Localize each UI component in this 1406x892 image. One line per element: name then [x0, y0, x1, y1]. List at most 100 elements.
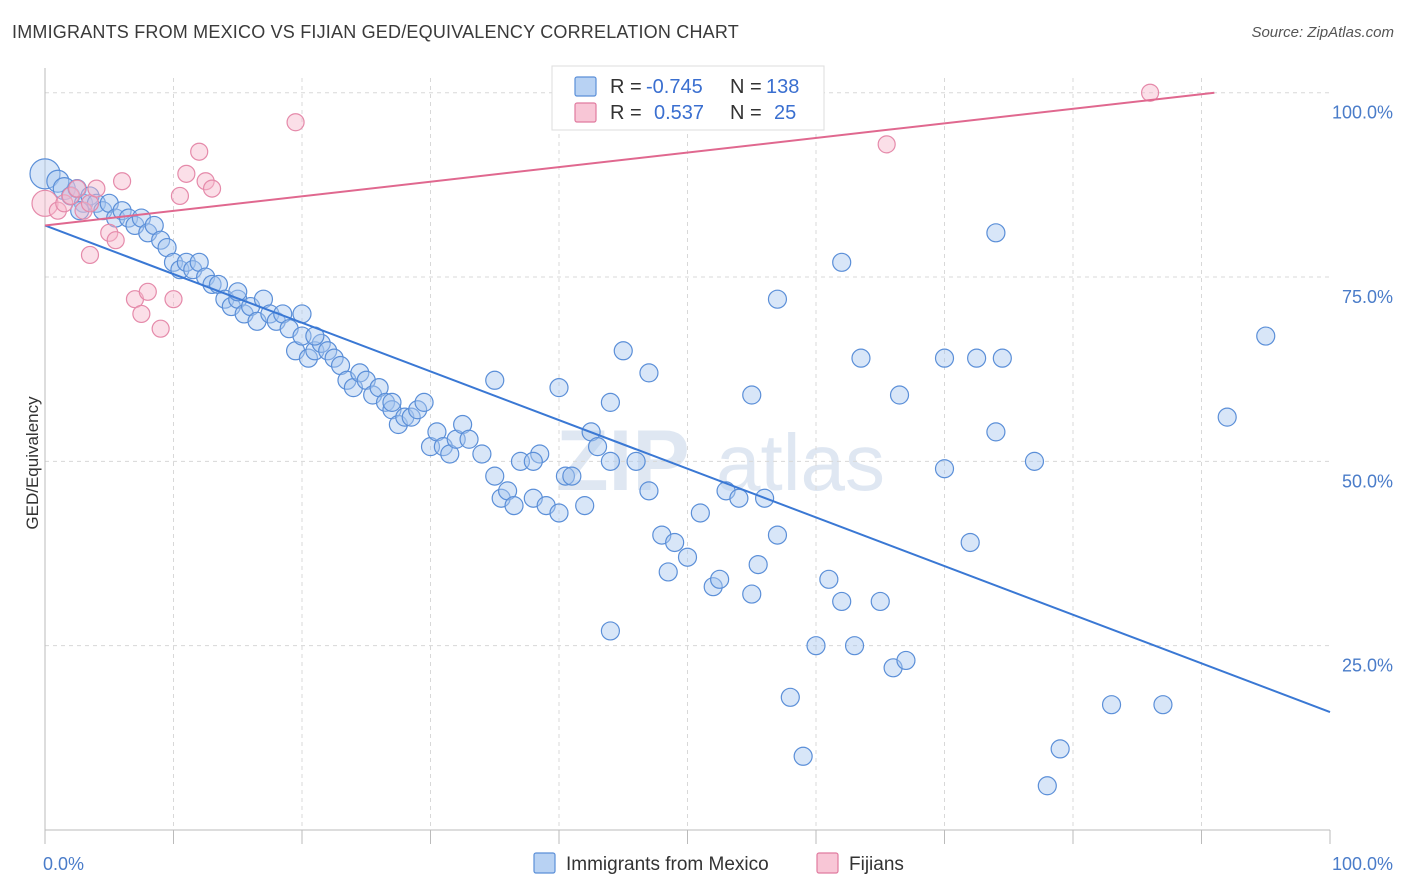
point-mexico [1037, 776, 1057, 796]
watermark-atlas: atlas [716, 418, 885, 507]
point-mexico [382, 392, 402, 412]
point-fijians [112, 172, 132, 191]
legend-swatch-pink [574, 102, 597, 123]
point-mexico [665, 532, 685, 553]
point-mexico [851, 348, 871, 368]
point-mexico [472, 444, 492, 464]
trend-lines [44, 91, 1331, 713]
point-fijians [196, 172, 215, 191]
point-mexico [414, 392, 434, 412]
point-fijians [68, 179, 87, 198]
point-mexico [1050, 739, 1070, 759]
point-mexico [729, 488, 749, 508]
grid-lines [45, 78, 1330, 830]
point-mexico [806, 636, 826, 656]
point-mexico [960, 532, 980, 553]
legend-r-label-1: R = [610, 76, 642, 98]
y-tick-label-100: 100.0% [1332, 103, 1393, 123]
point-mexico [967, 348, 987, 368]
point-mexico [46, 169, 70, 193]
x-tick-label-100: 100.0% [1332, 854, 1393, 874]
bottom-legend: Immigrants from Mexico Fijians [533, 852, 904, 875]
chart-title: IMMIGRANTS FROM MEXICO VS FIJIAN GED/EQU… [12, 22, 739, 42]
point-mexico [587, 437, 608, 457]
legend: R = -0.745 N = 138 R = 0.537 N = 25 [551, 65, 825, 131]
point-fijians [74, 201, 93, 220]
y-tick-label-75: 75.0% [1342, 287, 1393, 307]
point-mexico [408, 400, 428, 420]
point-mexico [600, 392, 621, 412]
point-mexico [530, 444, 550, 464]
point-mexico [600, 621, 621, 641]
point-mexico [1217, 407, 1237, 427]
y-tick-label-25: 25.0% [1342, 656, 1393, 676]
point-mexico [767, 525, 788, 545]
point-mexico [639, 481, 659, 501]
legend-n-label-2: N = [730, 102, 762, 124]
point-mexico [889, 385, 910, 405]
point-fijians [286, 113, 305, 132]
point-fijians [1140, 83, 1160, 102]
point-mexico [613, 341, 633, 361]
point-mexico [844, 636, 865, 656]
point-mexico [298, 348, 319, 368]
point-mexico [1153, 695, 1173, 715]
axes [44, 68, 1331, 844]
point-mexico [690, 503, 710, 523]
point-mexico [767, 289, 788, 309]
point-mexico [459, 429, 479, 449]
point-mexico [793, 746, 813, 766]
series-fijians [31, 83, 1160, 338]
point-mexico [639, 363, 659, 383]
point-fijians [202, 179, 222, 198]
point-fijians [61, 186, 80, 206]
point-mexico [151, 230, 171, 250]
point-fijians [87, 179, 106, 198]
bottom-legend-swatch-blue [533, 852, 556, 874]
bottom-legend-label-mexico: Immigrants from Mexico [566, 854, 769, 875]
point-mexico [986, 422, 1006, 442]
point-mexico [832, 591, 852, 612]
point-mexico [780, 687, 800, 707]
legend-n-label-1: N = [730, 76, 762, 98]
point-mexico [986, 223, 1006, 243]
legend-swatch-blue [574, 76, 597, 97]
point-fijians [170, 186, 190, 206]
point-mexico [401, 407, 421, 427]
point-fijians [80, 245, 100, 265]
point-fijians [31, 189, 59, 217]
point-mexico [350, 363, 370, 383]
point-mexico [710, 569, 730, 589]
point-mexico [870, 591, 890, 612]
legend-n-value-1: 138 [766, 76, 799, 98]
point-mexico [575, 496, 595, 516]
bottom-legend-label-fijians: Fijians [849, 854, 904, 875]
point-mexico [562, 466, 582, 486]
point-mexico [318, 341, 338, 361]
legend-n-value-2: 25 [774, 102, 796, 124]
point-mexico [626, 451, 646, 471]
point-mexico [600, 451, 621, 471]
point-fijians [177, 164, 196, 183]
legend-r-value-1: -0.745 [646, 76, 703, 98]
point-mexico [311, 333, 331, 354]
legend-box [551, 65, 825, 131]
point-fijians [164, 290, 183, 309]
point-mexico [1101, 695, 1122, 715]
point-mexico [549, 503, 569, 523]
point-fijians [106, 231, 125, 250]
point-mexico [742, 584, 762, 604]
legend-r-label-2: R = [610, 102, 642, 124]
point-mexico [29, 158, 61, 190]
point-mexico [748, 554, 768, 575]
point-mexico [992, 348, 1012, 368]
trend-line-mexico [44, 224, 1331, 713]
x-tick-label-0: 0.0% [43, 854, 84, 874]
bottom-legend-swatch-pink [816, 852, 839, 874]
point-mexico [703, 577, 723, 597]
point-fijians [151, 319, 170, 338]
point-mexico [523, 451, 543, 471]
tick-labels: 25.0% 50.0% 75.0% 100.0% 0.0% 100.0% [43, 103, 1393, 874]
y-axis-label: GED/Equivalency [23, 396, 42, 530]
